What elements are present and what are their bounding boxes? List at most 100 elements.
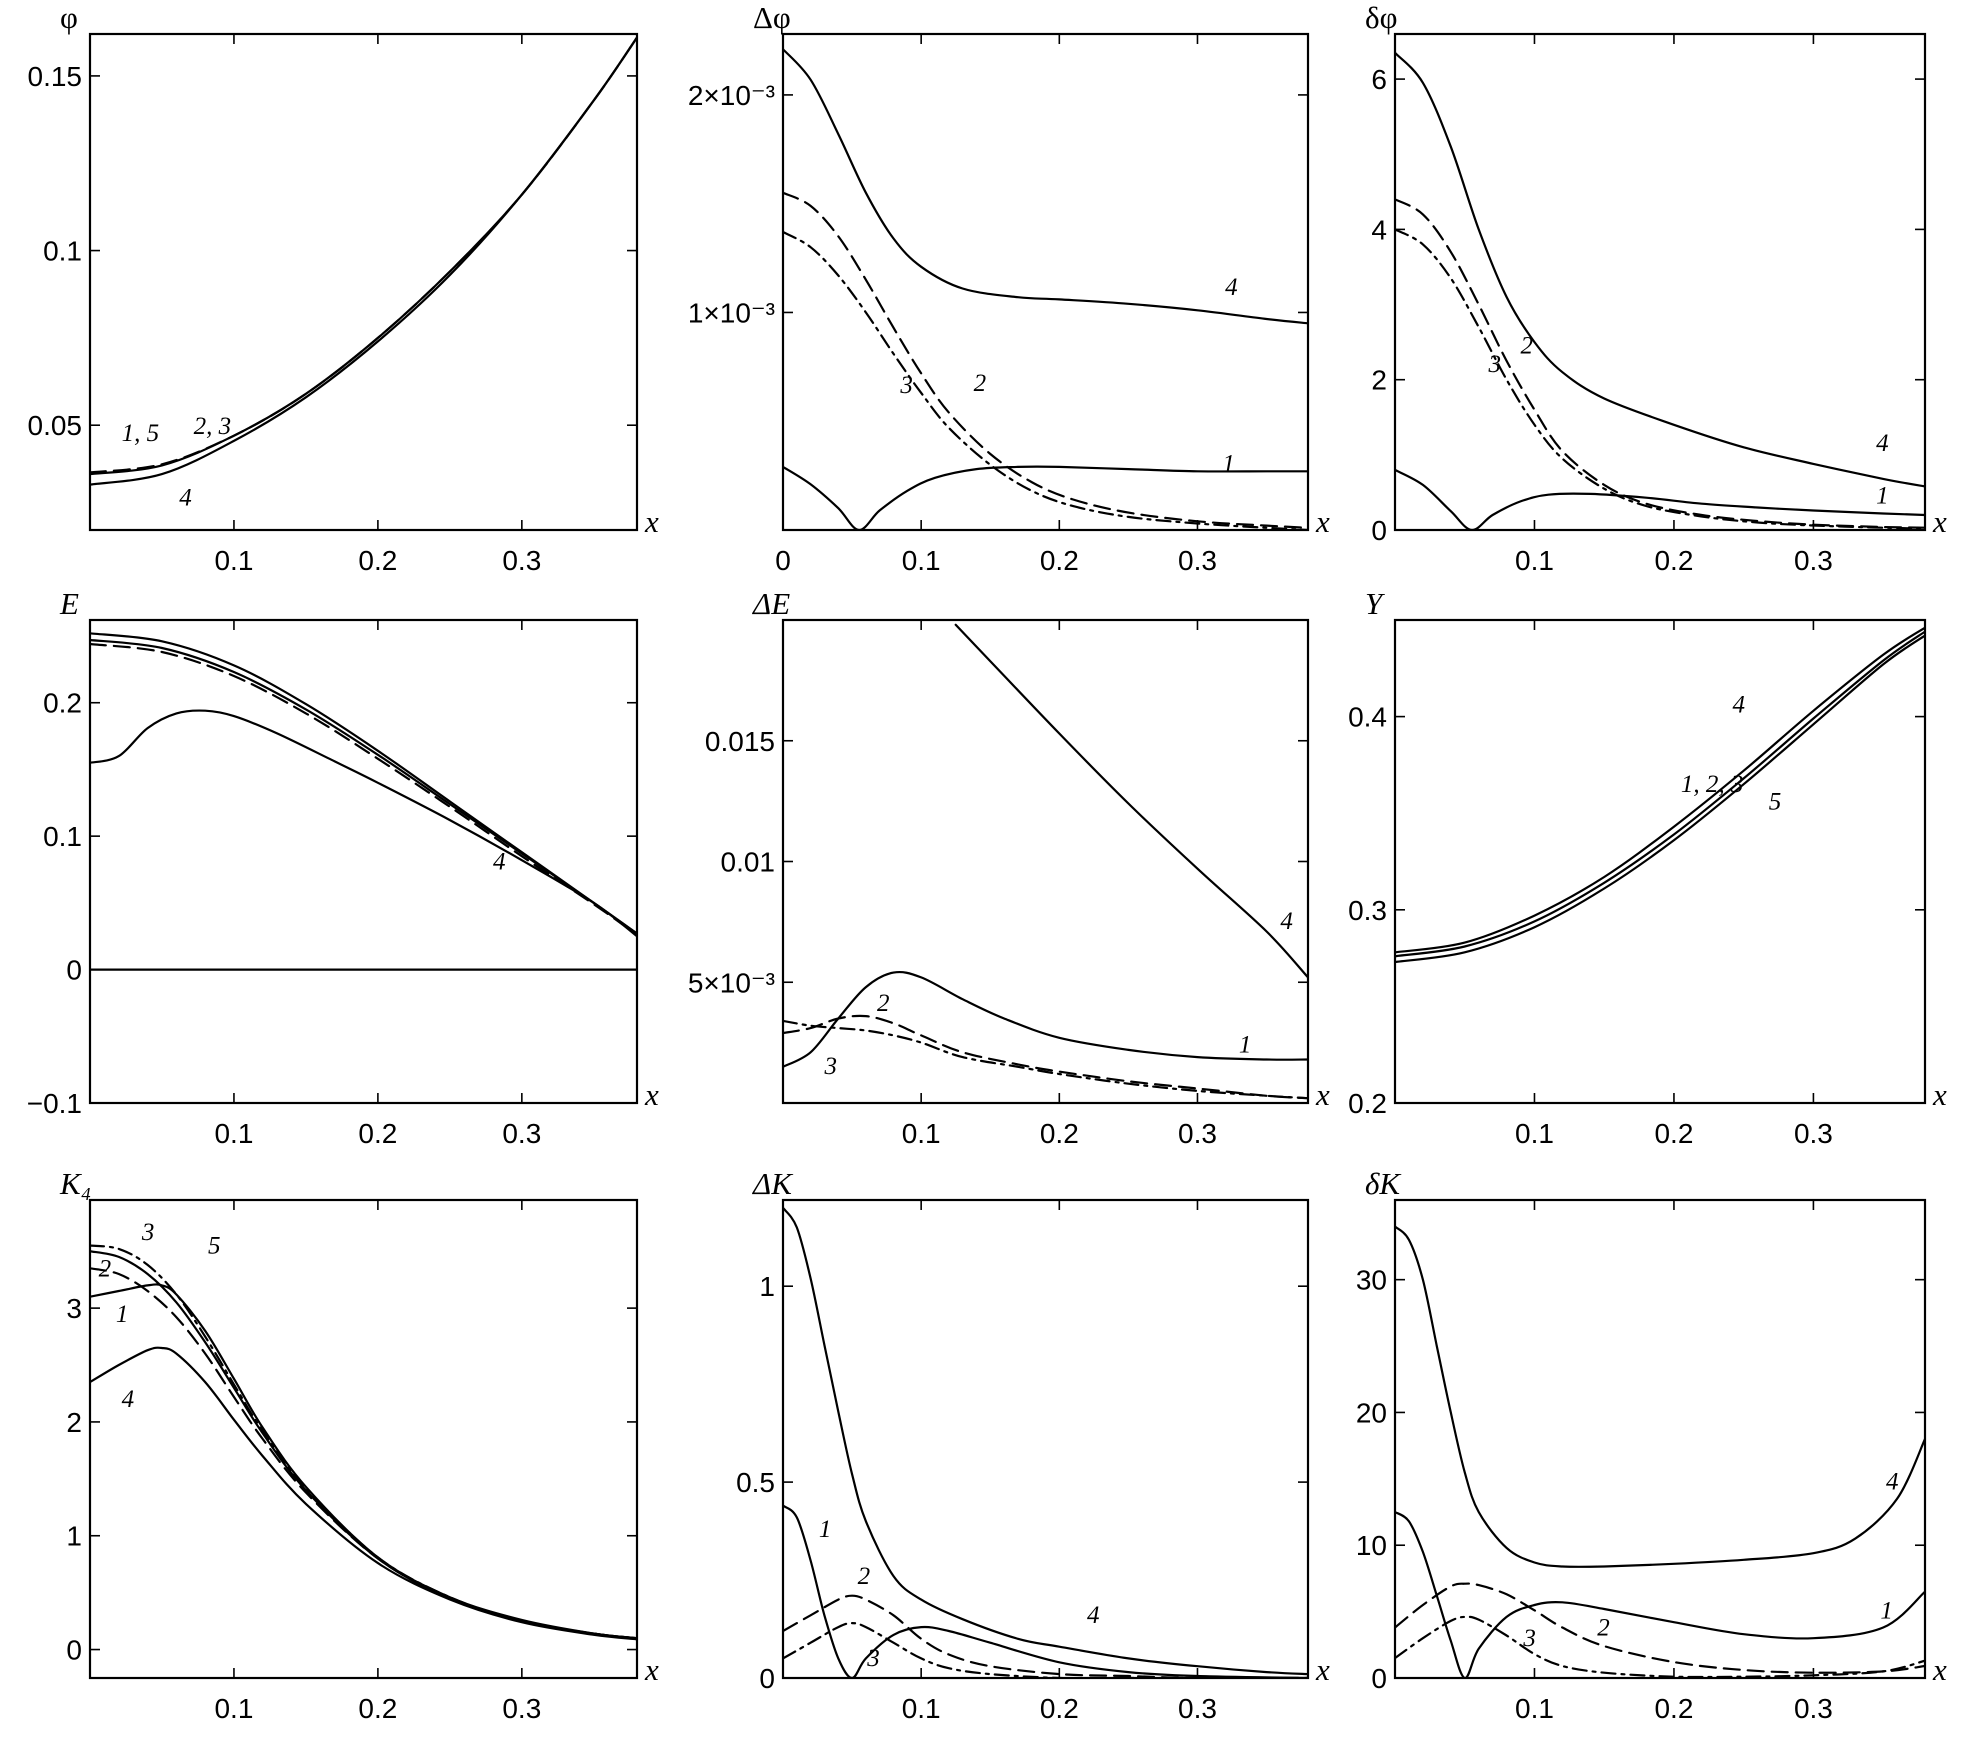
y-axis-label: δφ [1365,0,1398,35]
curve-label: 4 [1087,1602,1100,1629]
series-line-4 [1395,51,1925,488]
series-line-1 [1395,468,1925,530]
x-tick-label: 0.2 [1654,1118,1693,1149]
y-tick-label: 6 [1371,64,1387,95]
y-tick-label: 0 [1371,515,1387,546]
curve-label: 4 [1876,430,1889,457]
curve-label: 4 [179,485,192,512]
series-line-3 [783,1622,1308,1678]
curve-label: 2, 3 [194,413,232,440]
x-tick-label: 0.3 [1178,545,1217,576]
series-line-4 [783,48,1308,325]
x-tick-label: 0.2 [358,1693,397,1724]
series-line-unlabeled-2 [90,632,637,935]
series-line-4 [1395,1225,1925,1568]
x-tick-label: 0.3 [502,1118,541,1149]
series-line-1 [783,1504,1308,1678]
plot-frame [1393,1198,1927,1680]
x-tick-label: 0.1 [214,1118,253,1149]
series-line-4 [783,1206,1308,1676]
curve-label: 2 [877,990,890,1017]
curve-label: 1 [1880,1597,1893,1624]
series-line-unlabeled-3 [90,642,637,936]
y-axis-label: φ [60,0,78,35]
y-axis-label: ΔE [751,586,790,621]
y-tick-label: 0.015 [705,726,775,757]
curve-label: 4 [1886,1468,1899,1495]
y-tick-label: 5×10⁻³ [688,967,775,998]
series-line-2 [1395,1582,1925,1674]
x-tick-label: 0.2 [1040,1693,1079,1724]
series-line-4 [1395,630,1925,958]
curve-label: 1 [819,1516,832,1543]
plot-frame [1393,32,1927,532]
x-axis-label: x [1932,1652,1947,1687]
series-line-4 [954,623,1308,979]
plot-frame [781,1198,1310,1680]
y-tick-label: 0.4 [1348,702,1387,733]
x-tick-label: 0.1 [902,545,941,576]
y-tick-label: 1 [759,1271,775,1302]
x-axis-label: x [1932,504,1947,539]
series-line-5 [90,1250,637,1640]
y-tick-label: 1 [66,1521,82,1552]
series-line-3 [1395,1615,1925,1678]
series-line-1 [1395,1510,1925,1678]
x-tick-label: 0.3 [1794,1118,1833,1149]
y-axis-label: Y [1365,586,1385,621]
y-tick-label: 2 [1371,365,1387,396]
x-axis-label: x [1932,1077,1947,1112]
curve-label: 1 [1876,483,1889,510]
series-line-2 [783,1594,1308,1678]
x-tick-label: 0.2 [1040,1118,1079,1149]
x-tick-label: 0.3 [1794,1693,1833,1724]
curve-label: 2 [974,370,987,397]
x-tick-label: 0.1 [214,545,253,576]
curve-label: 1, 2, 3 [1681,771,1744,798]
y-tick-label: 0 [759,1663,775,1694]
y-tick-label: 0.2 [43,688,82,719]
y-tick-label: 0 [66,955,82,986]
y-axis-label: δK [1365,1166,1402,1201]
x-tick-label: 0.1 [902,1693,941,1724]
series-line-4 [90,709,637,938]
curve-label: 3 [1522,1625,1536,1652]
plot-frame [88,32,639,532]
series-line-1-2-3 [1395,626,1925,954]
x-tick-label: 0.3 [1178,1693,1217,1724]
plot-frame [1393,618,1927,1105]
series-line-unlabeled-1 [90,638,637,935]
curve-label: 5 [208,1232,221,1259]
y-tick-label: 0.2 [1348,1088,1387,1119]
x-tick-label: 0.3 [1794,545,1833,576]
curve-label: 1 [1222,450,1235,477]
curve-label: 2 [99,1255,112,1282]
series-line-3 [1395,228,1925,530]
y-tick-label: 0.1 [43,821,82,852]
x-tick-label: 0.2 [1654,545,1693,576]
x-tick-label: 0.1 [214,1693,253,1724]
curve-label: 5 [1769,788,1782,815]
curve-label: 2 [858,1563,871,1590]
curve-label: 4 [1733,692,1746,719]
y-tick-label: 10 [1356,1530,1387,1561]
series-line-1 [783,465,1308,530]
curve-label: 4 [122,1386,135,1413]
x-tick-label: 0.1 [1515,545,1554,576]
y-tick-label: 0.5 [736,1467,775,1498]
y-tick-label: 2 [66,1407,82,1438]
series-line-4 [90,36,637,486]
curve-label: 1, 5 [122,420,160,447]
y-tick-label: 20 [1356,1397,1387,1428]
x-tick-label: 0.3 [502,1693,541,1724]
y-axis-label: K₄ [59,1166,91,1201]
y-tick-label: −0.1 [27,1088,82,1119]
curve-label: 1 [1239,1031,1252,1058]
series-line-2 [783,1014,1308,1100]
x-axis-label: x [1315,1652,1330,1687]
series-line-5 [1395,634,1925,964]
curve-label: 2 [1597,1615,1610,1642]
